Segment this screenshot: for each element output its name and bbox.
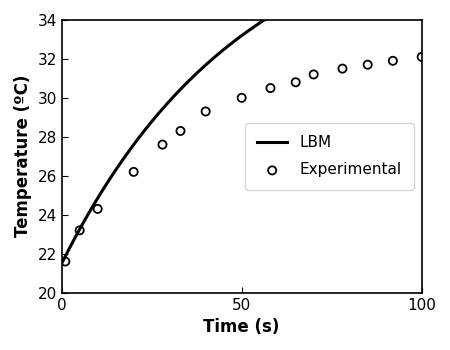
Experimental (238, 95, 245, 101)
LBM (273, 10, 279, 15)
Experimental (202, 108, 209, 114)
Y-axis label: Temperature (ºC): Temperature (ºC) (14, 75, 32, 238)
Experimental (62, 259, 69, 264)
Legend: LBM, Experimental: LBM, Experimental (245, 123, 414, 190)
Experimental (177, 128, 184, 134)
LBM (230, 40, 235, 44)
Experimental (94, 206, 101, 212)
Experimental (389, 58, 396, 64)
LBM (59, 261, 64, 266)
Experimental (418, 54, 425, 60)
X-axis label: Time (s): Time (s) (203, 318, 280, 336)
LBM (254, 23, 259, 27)
Experimental (130, 169, 137, 175)
LBM (232, 38, 238, 43)
Experimental (267, 85, 274, 91)
Experimental (76, 228, 83, 233)
Experimental (339, 66, 346, 71)
Line: LBM: LBM (62, 0, 422, 264)
Experimental (310, 72, 317, 77)
Experimental (159, 142, 166, 147)
Experimental (292, 79, 299, 85)
Experimental (364, 62, 371, 68)
